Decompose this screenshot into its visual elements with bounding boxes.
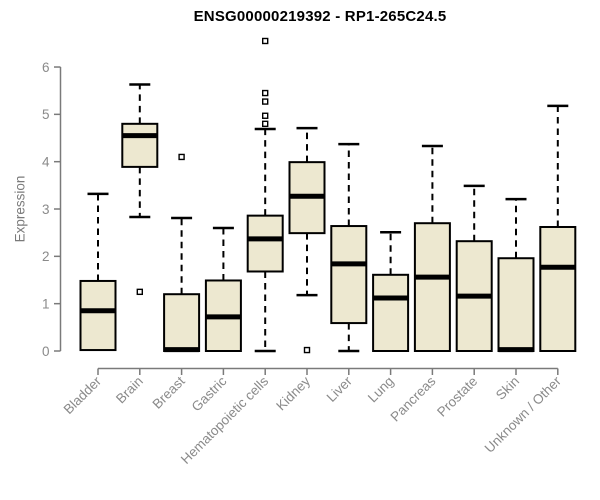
outlier-point	[262, 98, 269, 105]
box-kidney	[288, 126, 326, 354]
box-liver	[330, 142, 368, 353]
box-rect	[79, 279, 117, 352]
box-rect	[121, 122, 159, 168]
box-rect	[497, 257, 535, 352]
box-rect	[163, 293, 201, 353]
box-skin	[497, 197, 535, 353]
x-tick-label: Liver	[324, 373, 356, 405]
x-tick-label: Pancreas	[388, 373, 439, 424]
outlier-point	[178, 153, 185, 161]
box-rect	[413, 222, 451, 352]
y-tick-label: 3	[42, 202, 50, 217]
outlier-point	[262, 89, 269, 97]
x-tick-label: Lung	[365, 374, 397, 406]
outlier-point	[262, 120, 269, 128]
y-tick-label: 6	[42, 60, 50, 75]
box-rect	[539, 225, 577, 353]
box-brain	[121, 83, 159, 296]
box-rect	[372, 273, 410, 353]
y-tick-label: 0	[42, 344, 50, 359]
y-tick-label: 2	[42, 249, 50, 264]
x-tick-label: Kidney	[273, 373, 313, 413]
box-breast	[163, 153, 201, 353]
x-tick-label: Skin	[493, 374, 522, 403]
box-gastric	[204, 226, 242, 352]
x-tick-label: Unknown / Other	[482, 373, 565, 456]
x-tick-label: Breast	[150, 373, 188, 411]
outlier-point	[262, 112, 269, 119]
box-hematopoietic-cells	[246, 37, 284, 353]
y-tick-label: 5	[42, 107, 50, 122]
box-rect	[330, 225, 368, 325]
y-tick-label: 1	[42, 296, 50, 311]
y-tick-label: 4	[42, 154, 50, 169]
chart-title: ENSG00000219392 - RP1-265C24.5	[193, 8, 447, 25]
x-tick-label: Bladder	[61, 373, 105, 417]
box-bladder	[79, 192, 117, 352]
x-tick-label: Brain	[113, 374, 146, 407]
box-prostate	[455, 184, 493, 352]
outlier-point	[262, 37, 269, 45]
box-lung	[372, 230, 410, 353]
box-unknown-other	[539, 104, 577, 353]
outlier-point	[136, 288, 144, 296]
y-axis-label: Expression	[12, 175, 28, 243]
outlier-point	[303, 346, 311, 354]
x-tick-label: Gastric	[189, 373, 230, 414]
x-tick-label: Prostate	[434, 374, 480, 420]
box-pancreas	[413, 144, 451, 352]
box-rect	[246, 214, 284, 273]
